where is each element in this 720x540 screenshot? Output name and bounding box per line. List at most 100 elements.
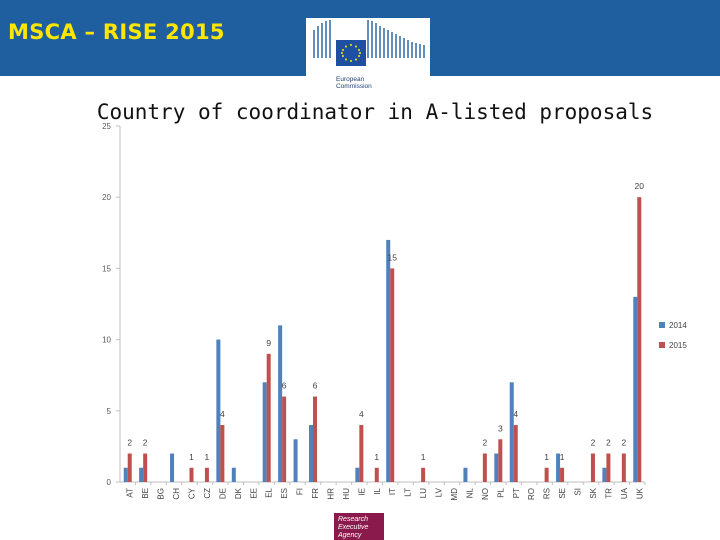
data-label-2015-ua: 2	[621, 438, 626, 448]
data-label-2015-at: 2	[127, 438, 132, 448]
bar-2015-tr	[606, 453, 611, 482]
bar-2015-it	[390, 268, 395, 482]
data-label-2015-lu: 1	[421, 452, 426, 462]
european-commission-logo: European Commission	[306, 18, 430, 96]
research-executive-agency-logo: Research Executive Agency	[334, 513, 384, 540]
bar-2015-il	[374, 467, 379, 482]
x-tick-label-fi: FI	[296, 488, 305, 495]
x-tick-label-at: AT	[126, 488, 135, 498]
data-label-2015-pl: 3	[498, 423, 503, 433]
data-label-2015-tr: 2	[606, 438, 611, 448]
x-tick-label-ch: CH	[172, 488, 181, 500]
bar-2014-uk	[633, 296, 638, 482]
x-tick-label-hu: HU	[342, 488, 351, 500]
presentation-title: MSCA – RISE 2015	[8, 20, 225, 44]
x-tick-label-si: SI	[574, 488, 583, 496]
data-label-2015-pt: 4	[513, 409, 518, 419]
data-label-2015-il: 1	[374, 452, 379, 462]
commission-logo-text: European Commission	[336, 76, 372, 90]
bar-2015-at	[127, 453, 132, 482]
data-label-2015-el: 9	[266, 338, 271, 348]
x-tick-label-es: ES	[280, 488, 289, 499]
bar-2014-it	[386, 239, 391, 482]
x-tick-label-il: IL	[373, 487, 382, 494]
x-tick-label-ee: EE	[249, 488, 258, 499]
x-tick-label-dk: DK	[234, 487, 243, 499]
bar-2015-be	[143, 453, 148, 482]
bar-2015-pl	[498, 439, 503, 482]
legend-label-2014: 2014	[669, 321, 687, 330]
bar-2015-fr	[313, 396, 318, 482]
x-tick-label-ro: RO	[527, 488, 536, 500]
bar-2015-ua	[621, 453, 626, 482]
bar-2015-cy	[189, 467, 194, 482]
data-label-2015-uk: 20	[635, 181, 645, 191]
bar-2014-ch	[170, 453, 175, 482]
bar-2014-fi	[293, 439, 298, 482]
x-tick-label-sk: SK	[589, 487, 598, 498]
data-label-2015-cy: 1	[189, 452, 194, 462]
x-tick-label-bg: BG	[157, 488, 166, 500]
x-tick-label-md: MD	[450, 488, 459, 501]
bar-2015-se	[560, 467, 565, 482]
bar-2015-ie	[359, 425, 364, 482]
x-tick-label-hr: HR	[326, 488, 335, 500]
x-tick-label-it: IT	[388, 488, 397, 495]
data-label-2015-rs: 1	[544, 452, 549, 462]
legend-swatch-2014	[659, 322, 665, 328]
x-tick-label-el: EL	[265, 487, 274, 497]
x-tick-label-be: BE	[141, 488, 150, 499]
bar-2014-be	[139, 467, 144, 482]
bar-2014-se	[556, 453, 561, 482]
x-tick-label-cz: CZ	[203, 488, 212, 499]
bar-2015-cz	[204, 467, 209, 482]
x-tick-label-uk: UK	[635, 487, 644, 499]
bar-2015-de	[220, 425, 225, 482]
bar-2015-uk	[637, 197, 642, 482]
bar-2014-fr	[309, 425, 314, 482]
bar-2015-no	[482, 453, 487, 482]
y-tick-label: 15	[102, 264, 111, 273]
bar-2015-lu	[421, 467, 426, 482]
x-tick-label-nl: NL	[465, 487, 474, 498]
slide-title: Country of coordinator in A-listed propo…	[96, 100, 654, 124]
x-tick-label-pt: PT	[512, 488, 521, 498]
x-tick-label-cy: CY	[187, 487, 196, 499]
bar-2014-pt	[509, 382, 514, 482]
x-tick-label-de: DE	[218, 488, 227, 499]
data-label-2015-sk: 2	[591, 438, 596, 448]
data-label-2015-no: 2	[483, 438, 488, 448]
x-tick-label-pl: PL	[496, 487, 505, 497]
bar-2015-pt	[513, 425, 518, 482]
bar-2014-nl	[463, 467, 468, 482]
bar-2014-tr	[602, 467, 607, 482]
bar-2014-de	[216, 339, 221, 482]
commission-building-icon	[313, 20, 425, 66]
bar-2015-el	[266, 353, 271, 482]
legend-swatch-2015	[659, 342, 665, 348]
y-tick-label: 0	[107, 478, 112, 487]
legend-label-2015: 2015	[669, 341, 687, 350]
bar-2014-ie	[355, 467, 360, 482]
data-label-2015-be: 2	[143, 438, 148, 448]
data-label-2015-se: 1	[560, 452, 565, 462]
data-label-2015-de: 4	[220, 409, 225, 419]
bar-2014-at	[123, 467, 128, 482]
bar-2015-sk	[590, 453, 595, 482]
data-label-2015-cz: 1	[205, 452, 210, 462]
data-label-2015-es: 6	[282, 381, 287, 391]
x-tick-label-fr: FR	[311, 488, 320, 499]
bar-2015-es	[282, 396, 287, 482]
y-tick-label: 25	[102, 122, 111, 131]
data-label-2015-it: 15	[387, 252, 397, 262]
x-tick-label-lv: LV	[435, 487, 444, 497]
y-tick-label: 10	[102, 336, 111, 345]
data-label-2015-fr: 6	[313, 381, 318, 391]
y-tick-label: 5	[107, 407, 112, 416]
x-tick-label-ie: IE	[357, 488, 366, 496]
bar-2015-rs	[544, 467, 549, 482]
x-tick-label-lt: LT	[404, 488, 413, 497]
data-label-2015-ie: 4	[359, 409, 364, 419]
bar-2014-es	[278, 325, 283, 482]
